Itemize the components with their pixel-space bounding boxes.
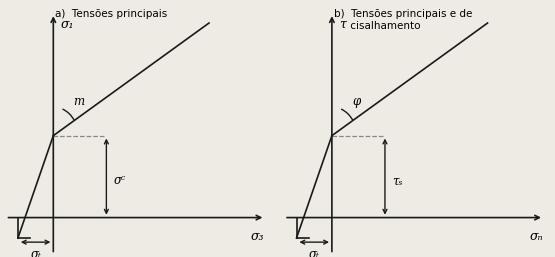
Text: σ₃: σ₃ xyxy=(251,230,265,243)
Text: σ₁: σ₁ xyxy=(60,18,74,31)
Text: b)  Tensões principais e de
     cisalhamento: b) Tensões principais e de cisalhamento xyxy=(334,9,472,31)
Text: τ: τ xyxy=(339,18,346,31)
Text: τₛ: τₛ xyxy=(392,174,402,187)
Text: m: m xyxy=(73,95,84,108)
Text: a)  Tensões principais: a) Tensões principais xyxy=(55,9,167,19)
Text: φ: φ xyxy=(353,95,361,108)
Text: σₜ: σₜ xyxy=(30,248,41,257)
Text: σₙ: σₙ xyxy=(529,230,543,243)
Text: σᶜ: σᶜ xyxy=(113,174,125,187)
Text: σₜ: σₜ xyxy=(309,248,320,257)
